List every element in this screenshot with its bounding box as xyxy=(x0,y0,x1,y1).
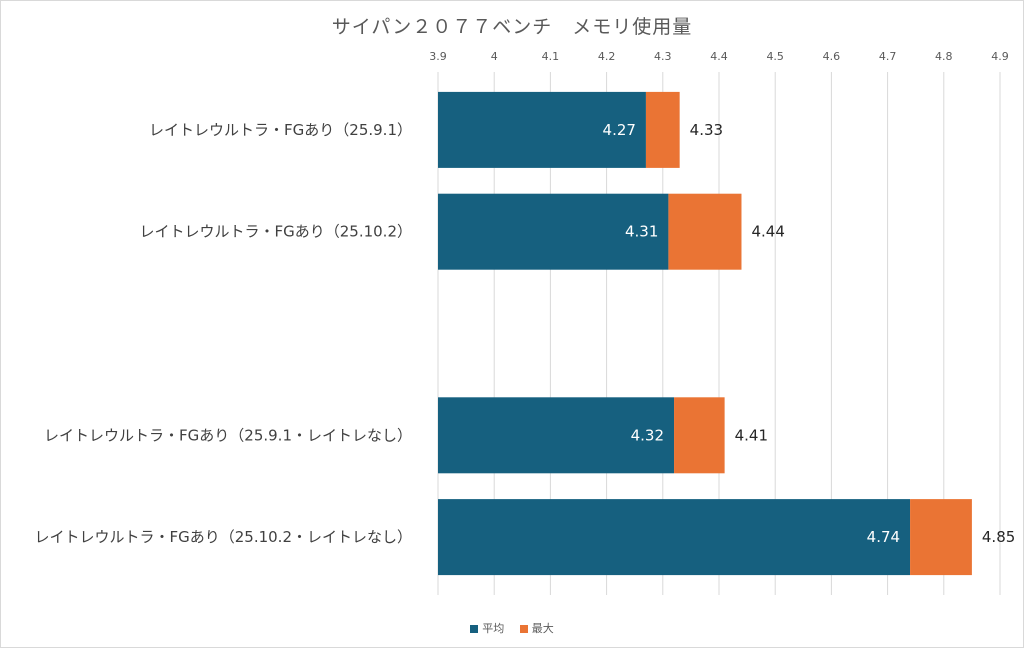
category-label: レイトレウルトラ・FGあり（25.10.2） xyxy=(139,223,412,241)
legend: 平均 最大 xyxy=(0,620,1024,636)
x-tick-label: 4.5 xyxy=(766,50,784,63)
data-label-average: 4.74 xyxy=(867,528,900,546)
x-tick-label: 4 xyxy=(491,50,498,63)
x-tick-label: 4.6 xyxy=(823,50,841,63)
category-label: レイトレウルトラ・FGあり（25.9.1・レイトレなし） xyxy=(44,426,412,444)
data-label-average: 4.27 xyxy=(603,121,636,139)
x-tick-label: 4.3 xyxy=(654,50,672,63)
category-label: レイトレウルトラ・FGあり（25.9.1） xyxy=(149,121,412,139)
legend-item-max: 最大 xyxy=(519,620,554,636)
data-label-average: 4.32 xyxy=(631,426,664,444)
legend-item-average: 平均 xyxy=(470,620,504,636)
bar-max xyxy=(645,91,680,168)
chart-title: サイパン２０７７ベンチ メモリ使用量 xyxy=(331,16,693,38)
bar-max xyxy=(668,193,742,270)
data-label-max: 4.85 xyxy=(982,528,1015,546)
legend-swatch-average xyxy=(470,625,479,633)
legend-swatch-max xyxy=(519,625,528,633)
x-tick-label: 4.2 xyxy=(598,50,616,63)
x-tick-label: 3.9 xyxy=(429,50,447,63)
bar-average xyxy=(438,193,669,270)
x-tick-label: 4.9 xyxy=(991,50,1009,63)
legend-label-max: 最大 xyxy=(531,622,554,635)
bar-average xyxy=(438,91,646,168)
data-label-average: 4.31 xyxy=(625,223,658,241)
category-label: レイトレウルトラ・FGあり（25.10.2・レイトレなし） xyxy=(34,528,412,546)
bar-max xyxy=(910,499,972,576)
data-label-max: 4.44 xyxy=(751,223,784,241)
x-tick-label: 4.1 xyxy=(542,50,560,63)
bar-average xyxy=(438,499,911,576)
x-tick-label: 4.8 xyxy=(935,50,953,63)
data-label-max: 4.41 xyxy=(735,426,768,444)
legend-label-average: 平均 xyxy=(482,622,505,635)
bar-max xyxy=(674,397,725,474)
x-tick-label: 4.7 xyxy=(879,50,897,63)
data-label-max: 4.33 xyxy=(690,121,723,139)
bar-average xyxy=(438,397,675,474)
x-tick-label: 4.4 xyxy=(710,50,728,63)
